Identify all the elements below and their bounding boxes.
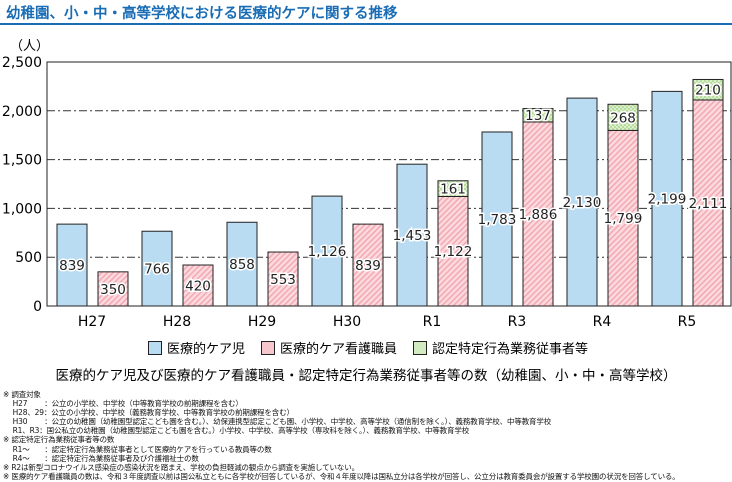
bar-H28-nurses [182,264,214,307]
data-label: 1,122 [434,244,473,260]
bar-H30-nurses [352,223,384,307]
legend-swatch [148,340,162,355]
bar-R3-nurses [522,121,554,307]
title-underline [0,23,732,25]
footnote: H27 ：公立の小学校、中学校（中等教育学校の前期課程を含む） [3,399,243,409]
footnote: H28、29：公立の小学校、中学校（義務教育学校、中等教育学校の前期課程を含む） [3,408,294,418]
bar-R1-certified-workers [437,180,469,197]
bar-H29-care-children [226,221,258,307]
x-tick-label: R4 [593,314,612,330]
legend: 医療的ケア児 医療的ケア看護職員 認定特定行為業務従事者等 [148,338,588,357]
data-label: 1,126 [308,244,347,260]
footnote: ※ R2は新型コロナウイルス感染症の感染状況を踏まえ、学校の負担軽減の観点から調… [3,462,359,472]
data-label: 766 [144,262,170,278]
legend-label: 医療的ケア看護職員 [280,342,398,357]
footnote: H30 ：公立の幼稚園（幼稚園型認定こども園を含む。）、幼保連携型認定こども園、… [3,417,552,427]
data-label: 1,799 [604,211,643,227]
data-label: 858 [229,257,255,273]
bar-R1-care-children [396,163,428,307]
y-tick-label: 2,000 [2,104,42,120]
x-tick-label: H29 [248,314,276,330]
x-tick-label: H27 [78,314,106,330]
legend-item: 医療的ケア児 [148,338,245,357]
bar-R4-certified-workers [607,103,639,131]
data-label: 839 [355,258,381,274]
x-tick-label: H28 [163,314,191,330]
data-label: 161 [440,182,466,198]
footnote: ※ 医療的ケア看護職員の数は、令和３年度調査以前は国公私立ともに各学校が回答して… [3,471,680,481]
footnote: R4～ ：認定特定行為業務従事者及び介護福祉士の数 [3,453,199,463]
footnote: R1～ ：認定特定行為業務従事者として医療的ケアを行っている教員等の数 [3,444,272,454]
plot-frame [46,61,732,307]
bar-H27-care-children [56,223,88,307]
data-label: 350 [100,282,126,298]
footnote: ※ 認定特定行為業務従事者等の数 [3,435,115,445]
bar-R3-certified-workers [522,108,554,123]
bar-R5-nurses [692,99,724,307]
legend-item: 医療的ケア看護職員 [261,338,397,357]
bar-R4-nurses [607,129,639,307]
data-label: 2,199 [648,192,687,208]
y-axis-label: （人） [10,39,49,54]
data-label: 839 [59,258,85,274]
y-tick-label: 1,000 [2,201,42,217]
y-tick-label: 2,500 [2,55,42,71]
data-label: 268 [610,110,636,126]
data-label: 420 [185,279,211,295]
bar-R5-care-children [651,90,683,307]
legend-swatch [261,340,276,355]
bar-chart: （人） 0 500 1,000 1,500 2,000 2,500 839 350 H27 766 4… [2,39,732,330]
x-tick-label: R1 [423,314,442,330]
y-tick-label: 500 [15,250,42,266]
legend-swatch [413,340,428,355]
figure-title: 幼稚園、小・中・高等学校における医療的ケアに関する推移 [6,6,398,22]
y-tick-label: 0 [33,299,42,315]
x-tick-label: R3 [508,314,527,330]
data-label: 137 [525,108,551,124]
data-label: 210 [695,83,721,99]
bar-H29-nurses [267,251,299,307]
data-label: 1,886 [519,207,558,223]
bar-R4-care-children [566,97,598,307]
bar-R3-care-children [481,131,513,307]
bar-H30-care-children [311,195,343,307]
data-label: 1,783 [478,212,517,228]
footnote: ※ 調査対象 [3,390,41,399]
bar-H27-nurses [97,271,129,307]
y-tick-label: 1,500 [2,153,42,169]
data-label: 553 [270,272,296,288]
legend-label: 医療的ケア児 [167,342,246,357]
data-label: 2,130 [563,195,602,211]
x-tick-label: R5 [678,314,697,330]
footnote: R1、R3：国公私立の幼稚園（幼稚園型認定こども園を含む。）小学校、中学校、高等… [3,426,470,436]
legend-label: 認定特定行為業務従事者等 [432,342,589,357]
footnotes: ※ 調査対象 H27 ：公立の小学校、中学校（中等教育学校の前期課程を含む） H… [3,390,680,481]
x-tick-label: H30 [333,314,361,330]
data-label: 2,111 [689,196,728,212]
chart-caption: 医療的ケア児及び医療的ケア看護職員・認定特定行為業務従事者等の数（幼稚園、小・中… [55,368,677,384]
bar-H28-care-children [141,230,173,307]
data-label: 1,453 [393,228,432,244]
legend-item: 認定特定行為業務従事者等 [413,338,588,357]
bar-R5-certified-workers [692,78,724,101]
